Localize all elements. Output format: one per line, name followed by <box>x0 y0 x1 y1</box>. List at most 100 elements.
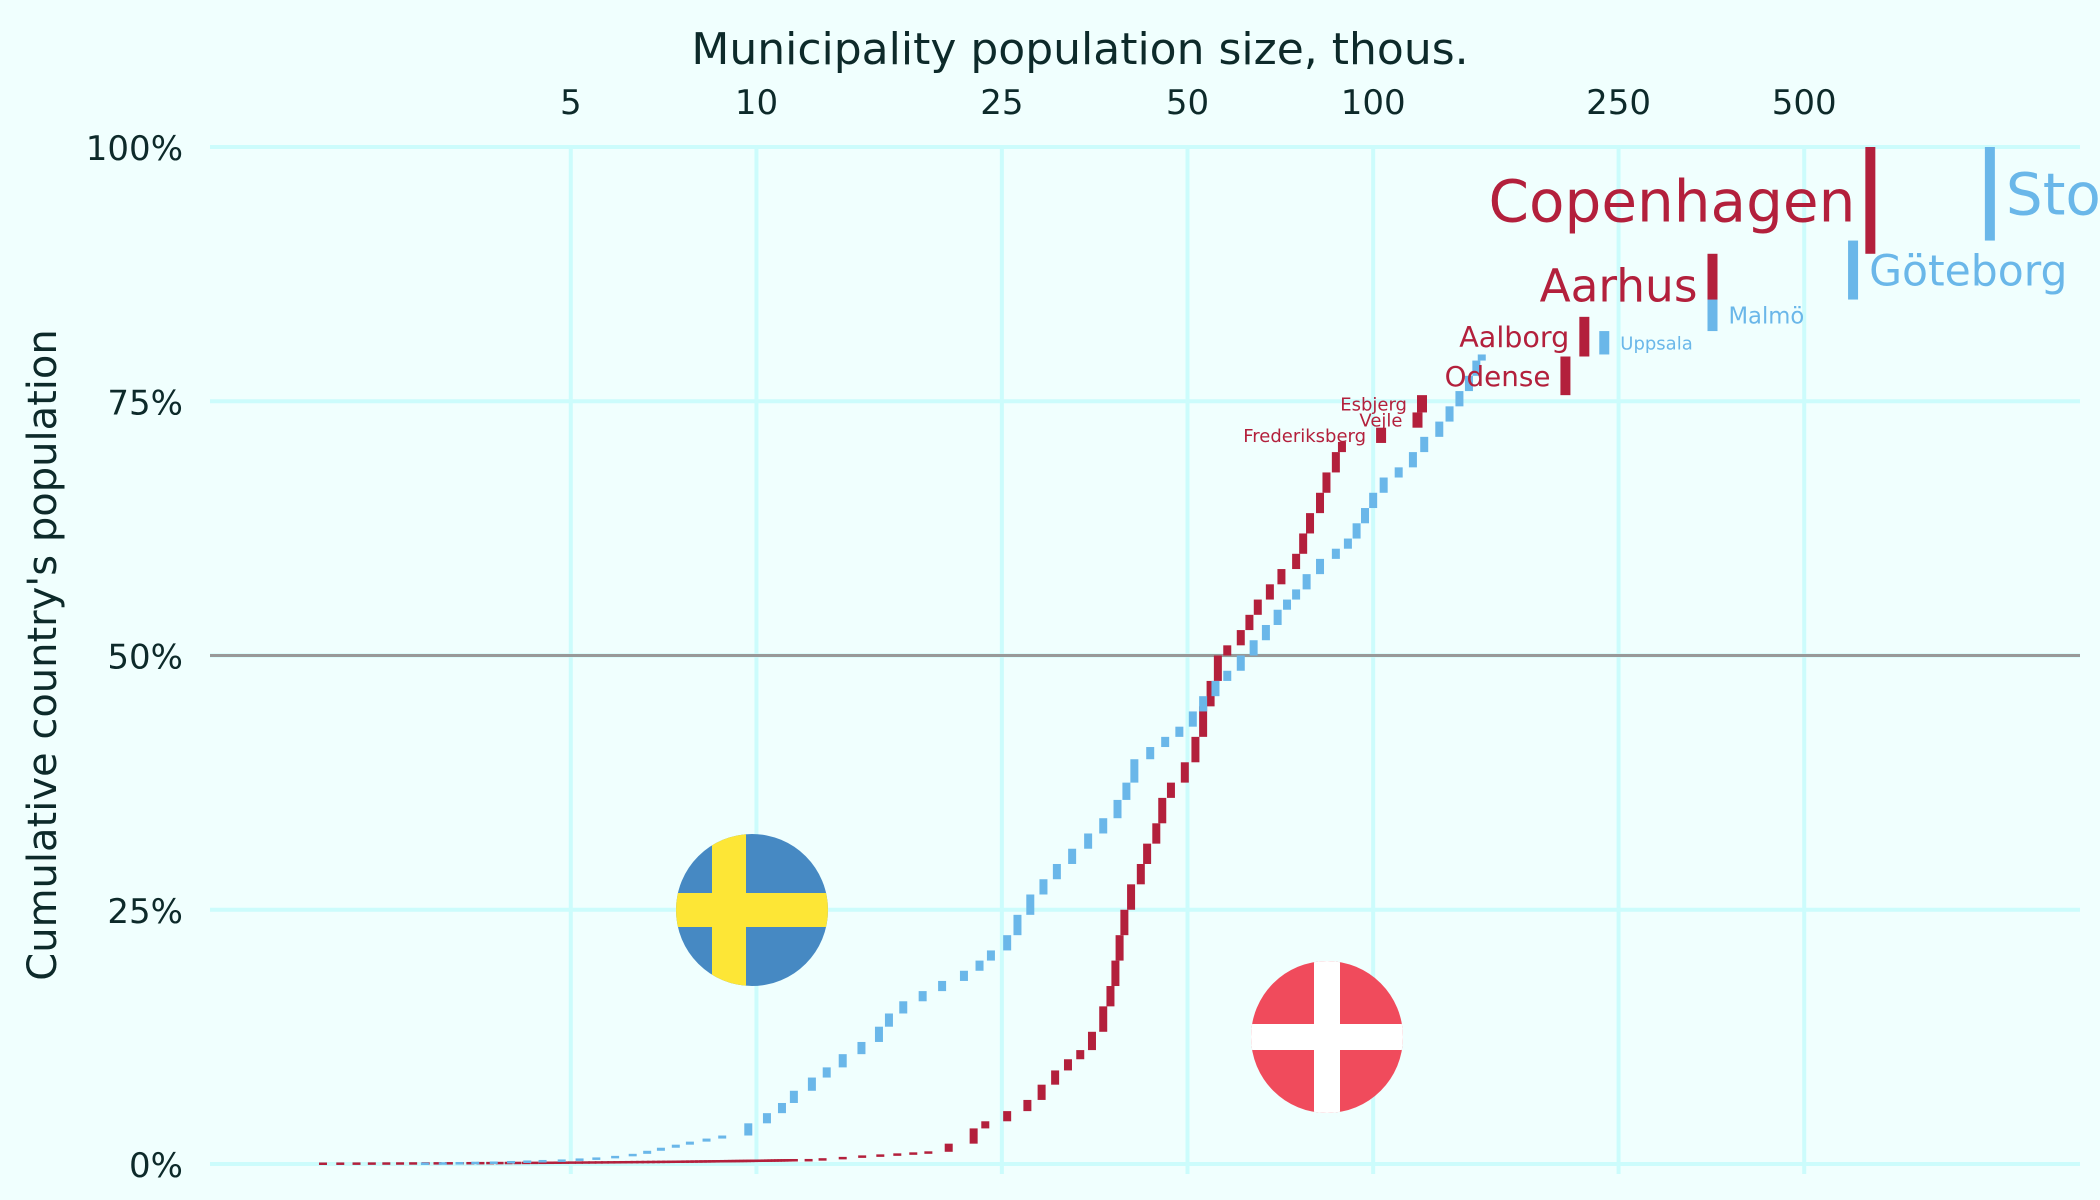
denmark-city-bar <box>1560 356 1571 396</box>
denmark-step-mark <box>613 1161 622 1164</box>
denmark-step-mark <box>1087 1031 1096 1051</box>
sweden-step-mark <box>1211 680 1220 697</box>
denmark-step-mark <box>568 1161 577 1164</box>
denmark-step-mark <box>1180 762 1189 783</box>
sweden-step-mark <box>838 1054 847 1068</box>
denmark-step-mark <box>1051 1070 1060 1085</box>
denmark-step-mark <box>1023 1099 1032 1112</box>
denmark-step-mark <box>545 1161 554 1165</box>
denmark-city-bar <box>1376 427 1387 443</box>
sweden-cities: Uppsala Malmö Göteborg Sto <box>1599 147 2100 355</box>
sweden-step-mark <box>592 1157 601 1160</box>
denmark-step-mark <box>667 1160 676 1164</box>
denmark-step-mark <box>1099 1006 1108 1032</box>
sweden-city-label: Göteborg <box>1869 247 2067 296</box>
denmark-step-mark <box>671 1160 680 1164</box>
denmark-series <box>318 441 1346 1165</box>
denmark-step-mark <box>476 1161 485 1165</box>
denmark-step-mark <box>1063 1059 1072 1071</box>
denmark-step-mark <box>1223 645 1232 656</box>
sweden-step-mark <box>1039 879 1048 895</box>
sweden-step-mark <box>1408 452 1417 468</box>
y-tick-label: 0% <box>129 1146 183 1186</box>
denmark-step-mark <box>396 1162 405 1165</box>
denmark-step-mark <box>1213 655 1222 681</box>
sweden-step-mark <box>1435 421 1444 437</box>
denmark-step-mark <box>588 1161 597 1164</box>
sweden-step-mark <box>1026 894 1035 915</box>
sweden-step-mark <box>1099 818 1108 834</box>
sweden-step-mark <box>611 1155 620 1159</box>
denmark-city-bar <box>1579 316 1590 357</box>
x-tick-label: 50 <box>1166 83 1209 123</box>
sweden-step-mark <box>1223 670 1232 681</box>
denmark-step-mark <box>944 1143 953 1152</box>
sweden-step-mark <box>986 950 995 961</box>
denmark-step-mark <box>1316 492 1325 514</box>
denmark-step-mark <box>646 1160 655 1164</box>
denmark-step-mark <box>1306 513 1315 534</box>
sweden-step-mark <box>643 1150 652 1154</box>
denmark-step-mark <box>636 1160 645 1164</box>
denmark-step-mark <box>594 1161 603 1164</box>
sweden-flag <box>676 834 828 986</box>
sweden-step-mark <box>807 1077 816 1091</box>
denmark-step-mark <box>607 1161 616 1164</box>
sweden-step-mark <box>1068 848 1077 864</box>
sweden-step-mark <box>1130 759 1139 783</box>
denmark-step-mark <box>685 1160 694 1163</box>
denmark-step-mark <box>466 1161 475 1165</box>
denmark-step-mark <box>624 1160 633 1164</box>
sweden-city-label: Malmö <box>1728 304 1804 330</box>
denmark-step-mark <box>336 1162 345 1165</box>
denmark-step-mark <box>1120 909 1129 936</box>
sweden-step-mark <box>1343 538 1352 549</box>
denmark-step-mark <box>1236 630 1245 646</box>
sweden-step-mark <box>575 1158 584 1161</box>
denmark-step-mark <box>574 1161 583 1164</box>
sweden-step-mark <box>1379 477 1388 493</box>
sweden-series <box>420 354 1486 1165</box>
denmark-step-mark <box>1253 599 1262 615</box>
denmark-step-mark <box>657 1160 666 1164</box>
x-tick-label: 10 <box>735 83 778 123</box>
sweden-step-mark <box>1455 391 1464 407</box>
x-tick-label: 5 <box>560 83 582 123</box>
sweden-city-bar <box>1707 299 1718 332</box>
sweden-step-mark <box>874 1026 883 1042</box>
sweden-step-mark <box>489 1161 498 1164</box>
denmark-step-mark <box>1003 1111 1012 1122</box>
denmark-step-mark <box>838 1156 847 1160</box>
denmark-step-mark <box>530 1161 539 1165</box>
denmark-city-bar <box>1865 147 1876 254</box>
denmark-step-mark <box>433 1162 442 1165</box>
denmark-step-mark <box>715 1160 724 1163</box>
denmark-step-mark <box>1166 782 1175 798</box>
sweden-city-label: Uppsala <box>1620 333 1692 354</box>
denmark-step-mark <box>858 1155 867 1158</box>
denmark-step-mark <box>909 1152 918 1155</box>
sweden-step-mark <box>857 1041 866 1055</box>
denmark-step-mark <box>641 1160 650 1164</box>
denmark-step-mark <box>367 1162 376 1165</box>
sweden-step-mark <box>975 960 984 971</box>
sweden-step-mark <box>1013 914 1022 936</box>
y-axis-title: Cumulative country's population <box>20 329 66 980</box>
y-tick-label: 50% <box>107 638 183 678</box>
sweden-step-mark <box>1445 406 1454 422</box>
denmark-step-mark <box>1337 441 1346 453</box>
sweden-step-mark <box>822 1067 831 1078</box>
sweden-step-mark <box>1292 589 1301 600</box>
sweden-step-mark <box>1316 558 1325 575</box>
sweden-step-mark <box>1052 863 1061 880</box>
denmark-step-mark <box>1158 797 1167 824</box>
denmark-step-mark <box>1136 863 1145 885</box>
denmark-step-mark <box>495 1161 504 1165</box>
denmark-step-mark <box>1199 706 1208 737</box>
denmark-city-bar <box>1707 253 1718 317</box>
denmark-city-label: Frederiksberg <box>1243 426 1366 447</box>
denmark-step-mark <box>818 1158 827 1161</box>
x-tick-label: 500 <box>1772 83 1837 123</box>
denmark-step-mark <box>382 1162 391 1165</box>
